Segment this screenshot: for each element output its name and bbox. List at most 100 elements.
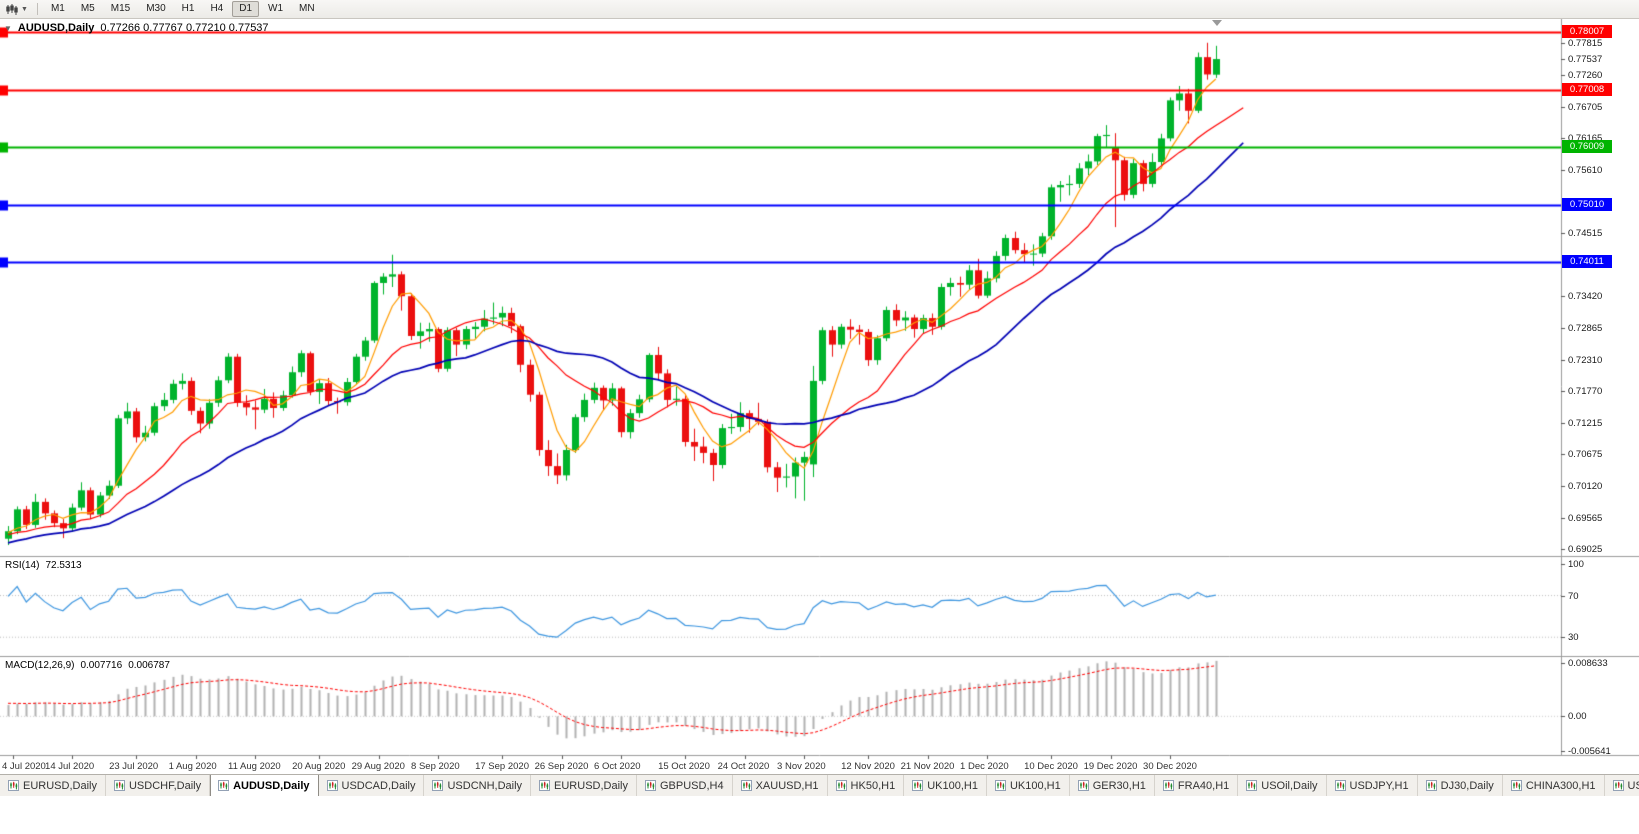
date-axis-label: 30 Dec 2020 bbox=[1143, 761, 1197, 772]
chart-tab-ger30-h1[interactable]: GER30,H1 bbox=[1070, 775, 1155, 796]
price-level-badge: 0.78007 bbox=[1562, 24, 1612, 38]
rsi-axis-label: 30 bbox=[1568, 632, 1579, 644]
price-axis-label: 0.71215 bbox=[1568, 418, 1603, 430]
price-level-badge: 0.75010 bbox=[1562, 197, 1612, 211]
chart-tab-label: HK50,H1 bbox=[850, 779, 896, 792]
chart-shift-marker[interactable] bbox=[1212, 20, 1222, 26]
chart-tab-icon bbox=[835, 780, 847, 791]
timeframe-button-m5[interactable]: M5 bbox=[74, 1, 102, 17]
date-axis-label: 1 Dec 2020 bbox=[960, 761, 1009, 772]
chart-tab-icon bbox=[218, 780, 230, 791]
chart-tab-icon bbox=[8, 780, 19, 791]
chart-tab-gbpusd-h4[interactable]: GBPUSD,H4 bbox=[637, 775, 733, 796]
chart-tab-icon bbox=[1077, 780, 1089, 791]
price-level-badge: 0.74011 bbox=[1562, 255, 1612, 269]
timeframe-button-m15[interactable]: M15 bbox=[104, 1, 137, 17]
timeframe-button-m1[interactable]: M1 bbox=[44, 1, 72, 17]
price-axis-label: 0.75610 bbox=[1568, 165, 1603, 177]
chart-symbol-label: AUDUSD,Daily bbox=[17, 22, 95, 34]
chart-tab-icon bbox=[1334, 780, 1346, 791]
one-click-trading-icon[interactable]: ▼ bbox=[4, 23, 12, 33]
chart-tab-uk100-h1[interactable]: UK100,H1 bbox=[904, 775, 987, 796]
macd-signal-value: 0.006787 bbox=[128, 660, 170, 671]
date-axis-label: 1 Aug 2020 bbox=[168, 761, 217, 772]
chart-tab-label: USDJPY,H1 bbox=[1349, 779, 1409, 792]
chart-tab-icon bbox=[1612, 780, 1624, 791]
chart-tab-usdchf-daily[interactable]: USDCHF,Daily bbox=[106, 775, 211, 796]
date-axis-label: 10 Dec 2020 bbox=[1024, 761, 1078, 772]
chart-tab-icon bbox=[912, 780, 924, 791]
date-axis-label: 17 Sep 2020 bbox=[475, 761, 529, 772]
chart-tab-label: USOil,Daily bbox=[1261, 779, 1318, 792]
date-axis-label: 24 Oct 2020 bbox=[717, 761, 770, 772]
chart-tab-usdcad-daily[interactable]: USDCAD,Daily bbox=[319, 775, 425, 796]
date-axis-label: 6 Oct 2020 bbox=[594, 761, 641, 772]
rsi-axis-label: 100 bbox=[1568, 559, 1584, 571]
chart-tab-hk50-h1[interactable]: HK50,H1 bbox=[828, 775, 905, 796]
chart-tab-label: USDCAD,Daily bbox=[341, 779, 416, 792]
timeframe-button-m30[interactable]: M30 bbox=[139, 1, 172, 17]
date-axis-label: 12 Nov 2020 bbox=[841, 761, 895, 772]
chart-tab-eurusd-daily[interactable]: EURUSD,Daily bbox=[531, 775, 637, 796]
date-axis-label: 3 Nov 2020 bbox=[777, 761, 826, 772]
date-axis-label: 29 Aug 2020 bbox=[351, 761, 405, 772]
chart-tab-icon bbox=[994, 780, 1006, 791]
chart-tab-icon bbox=[326, 780, 338, 791]
chart-toolbar: ▼ M1 M5 M15 M30 H1 H4 D1 W1 MN bbox=[0, 0, 1639, 19]
dropdown-caret-icon[interactable]: ▼ bbox=[21, 5, 28, 13]
chart-tab-label: EURUSD,Daily bbox=[23, 779, 97, 792]
chart-tab-usdjpy-h1[interactable]: USDJPY,H1 bbox=[1327, 775, 1418, 796]
chart-tab-label: UK100,H1 bbox=[1009, 779, 1061, 792]
macd-indicator-label: MACD(12,26,9) 0.007716 0.006787 bbox=[5, 660, 170, 671]
macd-axis-label: -0.005641 bbox=[1568, 746, 1611, 758]
chart-type-icon[interactable] bbox=[3, 3, 20, 16]
chart-tab-label: EURUSD,Daily bbox=[554, 779, 628, 792]
macd-name: MACD(12,26,9) bbox=[5, 660, 75, 671]
timeframe-buttons: M1 M5 M15 M30 H1 H4 D1 W1 MN bbox=[43, 1, 323, 17]
timeframe-button-h1[interactable]: H1 bbox=[175, 1, 202, 17]
chart-tab-eurusd-daily[interactable]: EURUSD,Daily bbox=[0, 775, 106, 796]
chart-tab-usoil-h1[interactable]: USOil,H1 bbox=[1605, 775, 1639, 796]
chart-tab-label: FRA40,H1 bbox=[1177, 779, 1230, 792]
chart-tab-icon bbox=[1246, 780, 1258, 791]
chart-tab-fra40-h1[interactable]: FRA40,H1 bbox=[1155, 775, 1239, 796]
chart-tab-label: CHINA300,H1 bbox=[1525, 779, 1596, 792]
price-axis-label: 0.70120 bbox=[1568, 481, 1603, 493]
price-axis-label: 0.76705 bbox=[1568, 101, 1603, 113]
date-axis-label: 4 Jul 2020 bbox=[2, 761, 46, 772]
price-level-badge: 0.76009 bbox=[1562, 140, 1612, 154]
chart-tab-label: AUDUSD,Daily bbox=[233, 779, 310, 792]
chart-tab-xauusd-h1[interactable]: XAUUSD,H1 bbox=[733, 775, 828, 796]
price-axis-label: 0.70675 bbox=[1568, 449, 1603, 461]
price-axis-label: 0.76165 bbox=[1568, 133, 1603, 145]
price-axis-label: 0.69025 bbox=[1568, 544, 1603, 556]
chart-tab-dj30-daily[interactable]: DJ30,Daily bbox=[1418, 775, 1503, 796]
price-axis-label: 0.72865 bbox=[1568, 323, 1603, 335]
rsi-indicator-label: RSI(14) 72.5313 bbox=[5, 560, 82, 571]
chart-tab-icon bbox=[1162, 780, 1174, 791]
timeframe-button-h4[interactable]: H4 bbox=[203, 1, 230, 17]
chart-tab-usdcnh-daily[interactable]: USDCNH,Daily bbox=[424, 775, 532, 796]
chart-tab-icon bbox=[432, 780, 444, 791]
chart-tab-label: USDCNH,Daily bbox=[447, 779, 523, 792]
rsi-axis-label: 70 bbox=[1568, 590, 1579, 602]
timeframe-button-d1[interactable]: D1 bbox=[232, 1, 260, 17]
date-axis-label: 19 Dec 2020 bbox=[1083, 761, 1138, 772]
chart-tab-usoil-daily[interactable]: USOil,Daily bbox=[1238, 775, 1327, 796]
timeframe-button-w1[interactable]: W1 bbox=[261, 1, 290, 17]
chart-title: ▼ AUDUSD,Daily 0.77266 0.77767 0.77210 0… bbox=[4, 22, 269, 34]
chart-tab-label: XAUUSD,H1 bbox=[755, 779, 819, 792]
price-level-badge: 0.77008 bbox=[1562, 82, 1612, 96]
chart-tab-icon bbox=[1425, 780, 1437, 791]
rsi-name: RSI(14) bbox=[5, 560, 40, 571]
toolbar-separator bbox=[36, 3, 38, 15]
chart-tab-china300-h1[interactable]: CHINA300,H1 bbox=[1503, 775, 1605, 796]
timeframe-button-mn[interactable]: MN bbox=[292, 1, 322, 17]
price-axis-label: 0.77815 bbox=[1568, 38, 1603, 50]
chart-tab-label: USDCHF,Daily bbox=[128, 779, 202, 792]
macd-axis-label: 0.008633 bbox=[1568, 657, 1608, 669]
chart-tab-uk100-h1[interactable]: UK100,H1 bbox=[987, 775, 1070, 796]
chart-tab-audusd-daily[interactable]: AUDUSD,Daily bbox=[210, 775, 319, 796]
price-axis-label: 0.77260 bbox=[1568, 70, 1603, 82]
